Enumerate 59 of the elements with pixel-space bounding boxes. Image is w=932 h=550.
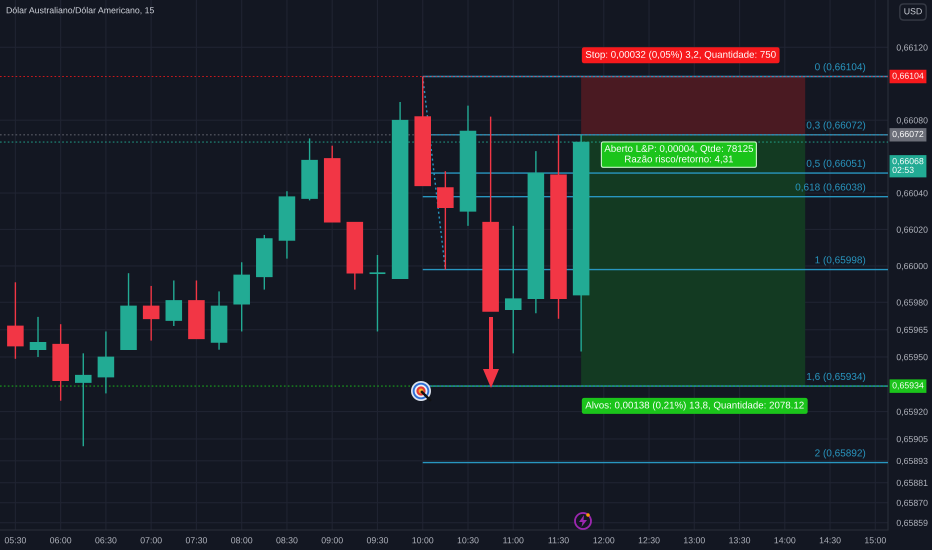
y-tick-label: 0,65965	[896, 326, 928, 334]
y-tick-label: 0,66120	[896, 44, 928, 52]
x-tick-label: 15:00	[865, 537, 886, 544]
y-tick-label: 0,65859	[896, 520, 928, 528]
ref-line-label: 0,618 (0,66038)	[796, 183, 866, 193]
y-axis-title: USD	[904, 8, 922, 14]
ref-line-label: 1 (0,65998)	[815, 256, 866, 266]
x-tick-label: 05:30	[4, 537, 26, 544]
y-tick-label: 0,66020	[896, 226, 928, 234]
candlestick	[437, 170, 454, 270]
ref-line-label: 1,6 (0,65934)	[807, 372, 866, 382]
ref-line-label: 0,5 (0,66051)	[806, 160, 866, 169]
ref-line-label: 0,66068 02:53	[892, 158, 924, 173]
ref-line-label: 2 (0,65892)	[815, 449, 866, 458]
candlestick	[30, 316, 46, 358]
x-tick-label: 12:30	[638, 537, 660, 544]
x-tick-label: 11:00	[503, 537, 524, 544]
ref-line-label: 0,3 (0,66072)	[806, 121, 866, 131]
x-tick-label: 12:00	[593, 537, 614, 544]
x-tick-label: 14:30	[820, 537, 841, 544]
candlestick	[75, 352, 92, 447]
ref-line-label: 0 (0,66104)	[815, 63, 866, 72]
y-tick-label: 0,65950	[896, 354, 928, 362]
y-tick-label: 0,66040	[896, 190, 928, 198]
x-tick-label: 06:30	[95, 537, 117, 544]
annotation: Stop: 0,00032 (0,05%) 3,2, Quantidade: 750	[586, 50, 776, 60]
text: Dólar Australiano/Dólar Americano, 15	[6, 6, 154, 14]
x-tick-label: 13:30	[729, 537, 750, 544]
ref-line-label: 0,66072	[892, 130, 924, 138]
x-tick-label: 09:00	[322, 537, 343, 544]
candlestick	[504, 225, 522, 354]
x-tick-label: 06:00	[50, 537, 72, 544]
annotation: Alvos: 0,00138 (0,21%) 13,8, Quantidade: 2078.12	[585, 401, 804, 410]
candlestick	[142, 285, 160, 342]
y-tick-label: 0,66000	[896, 262, 928, 270]
x-tick-label: 10:30	[458, 537, 479, 544]
ref-line-label: 0,65934	[892, 382, 924, 390]
ref-line-label: 0,66104	[892, 72, 924, 80]
candlestick	[166, 280, 182, 327]
x-tick-label: 09:30	[366, 537, 388, 544]
y-tick-label: 0,66080	[896, 117, 928, 124]
x-tick-label: 08:30	[276, 537, 298, 544]
x-tick-label: 11:30	[548, 537, 569, 544]
candlestick	[368, 254, 386, 332]
x-tick-label: 07:30	[186, 537, 208, 544]
y-tick-label: 0,65980	[896, 299, 928, 307]
annotation: Aberto L&P: 0,00004, Qtde: 78125 Razão risco/retorno: 4,31	[604, 144, 754, 164]
candlestick	[98, 330, 114, 394]
y-tick-label: 0,65905	[896, 436, 928, 444]
x-tick-label: 13:00	[684, 537, 705, 544]
x-tick-label: 14:00	[774, 537, 796, 544]
candlestick	[7, 282, 24, 360]
y-tick-label: 0,65881	[896, 480, 928, 487]
x-tick-label: 07:00	[140, 537, 162, 544]
x-tick-label: 10:00	[412, 537, 434, 544]
y-tick-label: 0,65870	[896, 500, 928, 507]
x-tick-label: 08:00	[231, 537, 252, 544]
y-tick-label: 0,65893	[896, 458, 928, 466]
y-tick-label: 0,65920	[896, 408, 928, 416]
